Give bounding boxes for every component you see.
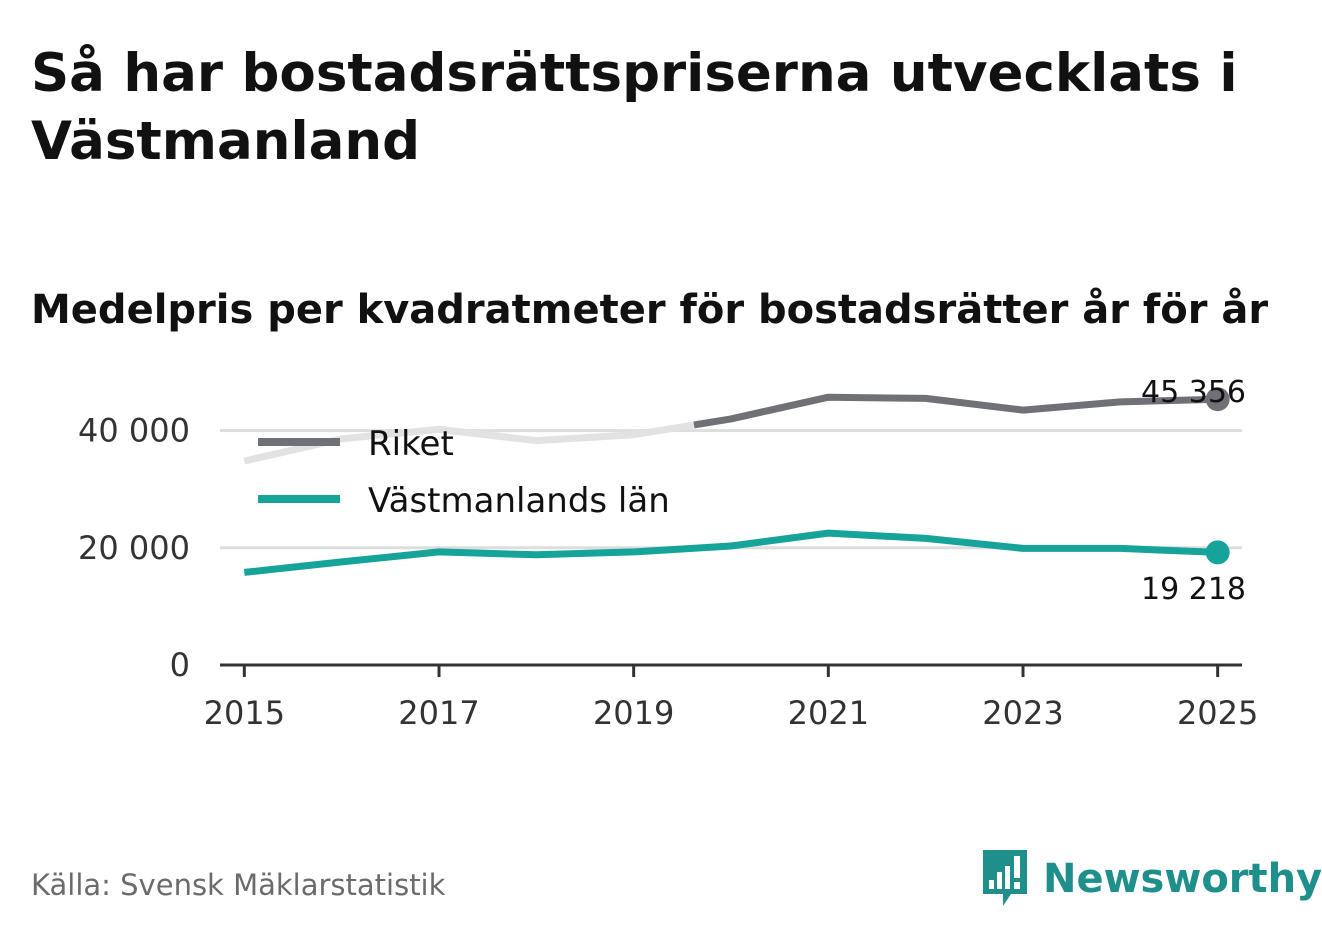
line-chart: 0 20 000 40 000 2015 2017 2019 2021 2023 2025 Ri…: [78, 375, 1258, 732]
x-tick-label: 2017: [398, 694, 479, 732]
x-tick-label: 2025: [1177, 694, 1258, 732]
x-tick-label: 2019: [593, 694, 674, 732]
chart-title: Så har bostadsrättspriserna utvecklats i…: [31, 43, 1238, 172]
chart-subtitle: Medelpris per kvadratmeter för bostadsrä…: [31, 287, 1269, 333]
x-tick-label: 2023: [982, 694, 1063, 732]
x-tick-label: 2021: [788, 694, 869, 732]
bar-chart-speech-bubble-icon: [983, 850, 1027, 906]
legend: Riket Västmanlands län: [258, 424, 670, 521]
brand-name: Newsworthy: [1043, 856, 1322, 902]
end-point-vastmanland: [1205, 540, 1230, 565]
series-layer: [243, 387, 1230, 576]
end-point-riket: [1205, 387, 1230, 412]
x-tick-label: 2015: [204, 694, 285, 732]
end-labels: 45 356 19 218: [1141, 375, 1246, 607]
legend-label-riket: Riket: [368, 424, 454, 464]
newsworthy-logo: Newsworthy: [981, 848, 1322, 910]
end-label-riket: 45 356: [1141, 375, 1246, 410]
series-line-vastmanland: [243, 529, 1218, 576]
y-tick-label: 40 000: [78, 412, 190, 450]
series-line-riket: [693, 393, 1218, 429]
y-tick-label: 20 000: [78, 529, 190, 567]
end-label-vastmanland: 19 218: [1141, 572, 1246, 607]
axis-layer: 0 20 000 40 000 2015 2017 2019 2021 2023 2025: [78, 412, 1258, 732]
y-tick-label: 0: [170, 646, 190, 684]
source-note: Källa: Svensk Mäklarstatistik: [31, 868, 446, 902]
legend-label-vastmanland: Västmanlands län: [368, 481, 670, 521]
